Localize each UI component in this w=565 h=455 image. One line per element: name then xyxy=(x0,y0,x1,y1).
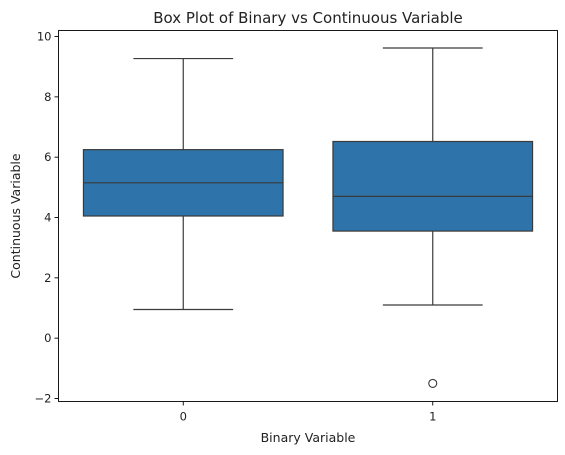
x-axis-label: Binary Variable xyxy=(261,430,356,445)
y-tick-label: 2 xyxy=(44,271,51,285)
y-tick-label: 6 xyxy=(44,150,51,164)
x-tick-label: 0 xyxy=(180,410,187,424)
axes-frame xyxy=(58,30,558,402)
y-tick-label: 0 xyxy=(44,331,51,345)
chart-title: Box Plot of Binary vs Continuous Variabl… xyxy=(153,9,463,27)
x-tick-label: 1 xyxy=(429,410,436,424)
plot-area xyxy=(82,47,534,388)
y-tick-label: 4 xyxy=(44,211,51,225)
y-tick-label: 8 xyxy=(44,90,51,104)
y-tick-label: −2 xyxy=(35,391,52,405)
outlier-point xyxy=(428,378,438,388)
y-axis-label: Continuous Variable xyxy=(8,153,23,278)
y-tick-label: 10 xyxy=(37,30,52,44)
box-1 xyxy=(332,140,534,232)
